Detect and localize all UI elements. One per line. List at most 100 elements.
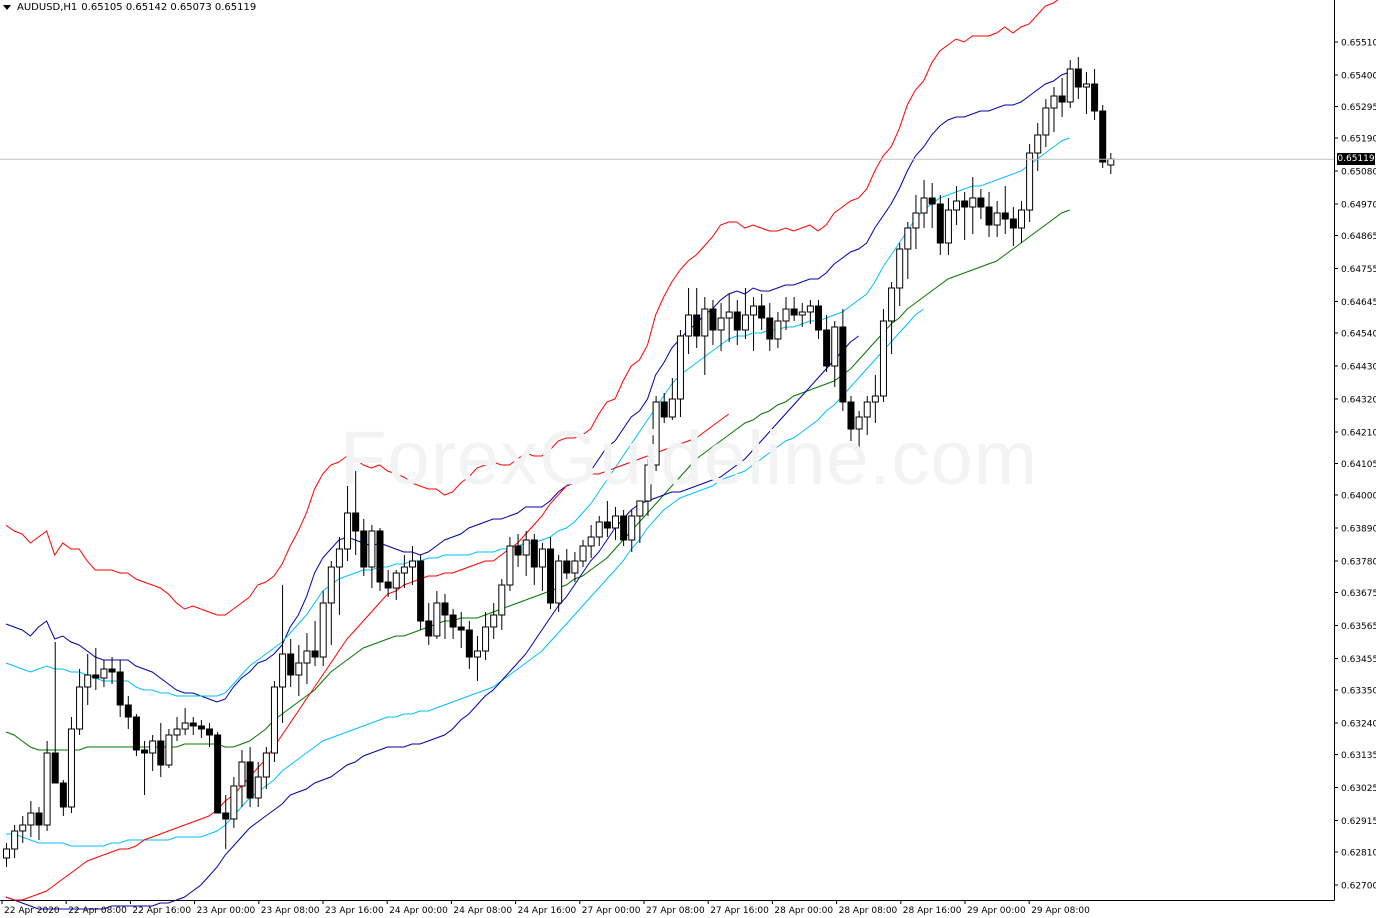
candle-body [270,686,278,754]
candle-body [149,740,157,754]
candle [67,717,75,813]
candle-body [782,308,790,322]
candle [823,315,831,372]
candle [953,186,961,225]
candle-body [953,200,961,211]
candle [928,183,936,228]
candle [847,396,855,441]
time-tick-label: 22 Apr 16:00 [132,906,191,916]
candle [482,612,490,660]
candle-body [473,650,481,658]
envelope-line-5 [6,308,924,847]
candle [230,777,238,828]
price-tick-label: 0.64105 [1341,460,1376,470]
candle [287,639,295,687]
candle [912,195,920,249]
envelope-line-6 [5,335,859,910]
candle-body [506,545,514,586]
candle-body [157,740,165,766]
candle-body [51,752,59,784]
ohlc-quote: 0.65105 0.65142 0.65073 0.65119 [81,2,257,13]
candle [782,297,790,330]
candle-body [579,545,587,562]
candle [246,747,254,807]
candle-body [896,248,904,289]
candle-body [644,464,652,502]
candle-body [1018,209,1025,229]
candle [579,540,587,567]
price-tick-label: 0.64210 [1341,429,1376,439]
candle [863,396,871,435]
candle [222,795,230,849]
price-tick-label: 0.64865 [1341,232,1376,242]
time-tick-label: 24 Apr 08:00 [453,906,512,916]
time-tick-label: 22 Apr 08:00 [68,906,127,916]
symbol-label: AUDUSD,H1 [17,2,78,13]
candle-body [490,614,498,628]
price-axis: 0.65510 0.65400 0.65295 0.65190 0.65080 0.649… [1334,39,1376,892]
candle [262,747,270,789]
candle-body [287,653,295,676]
candle-body [1091,83,1099,112]
candle-body [685,314,693,337]
candle-body [35,812,43,826]
candle-body [1050,95,1058,109]
candle-body [636,500,644,517]
candle-body [839,326,847,403]
chart-menu-arrow-icon[interactable] [3,5,11,10]
candle-body [400,566,408,574]
candle [1034,123,1042,171]
candle-body [465,629,473,658]
price-tick-label: 0.63135 [1341,751,1376,761]
candle [676,330,684,417]
envelope-bands [5,0,1070,910]
candle [417,555,425,630]
candle-body [944,209,952,244]
candle-body [733,311,741,331]
candle-body [538,548,546,568]
candle [1107,153,1115,174]
candle [1058,78,1066,117]
candle [1009,207,1017,246]
candle [758,294,766,330]
envelope-line-1 [5,0,1059,616]
candle [766,303,774,351]
candle [279,585,287,723]
candle-body [936,203,944,244]
candle-body [392,572,400,589]
candle-body [295,662,303,676]
candle [59,780,67,816]
candle-body [693,314,701,337]
candlesticks [3,57,1115,867]
candle-body [668,398,676,418]
candle [563,549,571,579]
candle-body [758,305,766,319]
candle-body [206,728,213,736]
candle [969,177,977,234]
candle [1026,144,1034,222]
candle [612,507,619,540]
candle-body [181,722,189,730]
candle [303,633,311,684]
candle-body [969,197,977,208]
candle [538,543,546,591]
candle-body [709,308,717,331]
time-axis: 22 Apr 2020 22 Apr 08:00 22 Apr 16:00 23 Ap… [1,900,1090,916]
candle [173,717,181,741]
candle [457,612,465,648]
time-tick-label: 27 Apr 08:00 [646,906,705,916]
candle-body [1066,68,1074,103]
candle-body [522,539,530,556]
candle [1050,87,1058,132]
candle-body [855,416,863,430]
chart-frame [0,0,1335,901]
candle [384,570,392,597]
candle [344,486,352,561]
candle-body [141,749,149,754]
candle-body [352,512,360,532]
candle-body [417,560,425,622]
candle-body [189,722,197,727]
candle [214,732,222,814]
